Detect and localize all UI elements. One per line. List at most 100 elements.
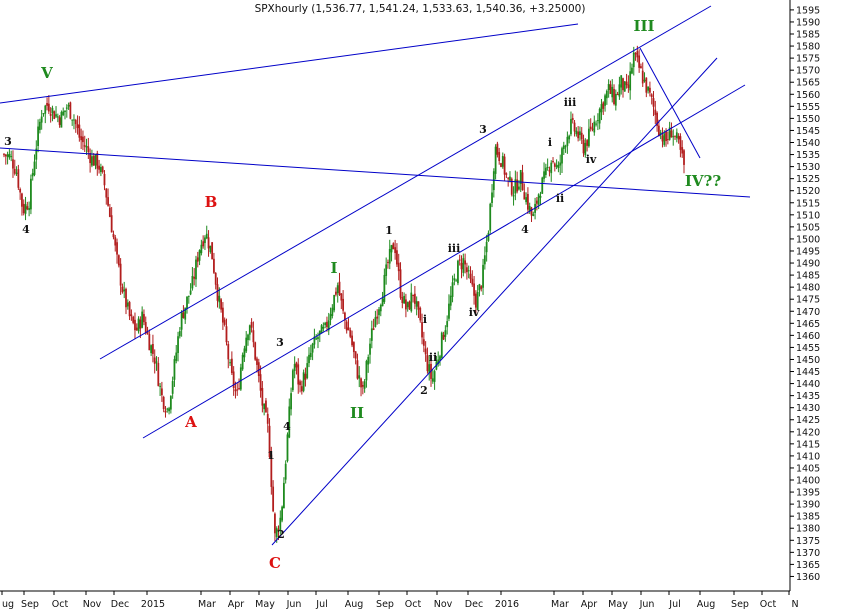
candle-body — [469, 273, 472, 280]
y-tick-label: 1450 — [796, 355, 820, 366]
candle-body — [26, 206, 29, 210]
trendline — [271, 57, 718, 546]
candle-body — [103, 173, 106, 186]
candle-body — [336, 285, 339, 294]
candle-body — [221, 307, 224, 323]
y-tick-label: 1415 — [796, 439, 820, 450]
y-tick-label: 1500 — [796, 234, 820, 245]
candle-body — [15, 172, 18, 174]
y-tick-label: 1375 — [796, 536, 820, 547]
candle-body — [166, 408, 169, 410]
candle-body — [638, 55, 641, 68]
candle-body — [144, 322, 147, 333]
y-tick-label: 1420 — [796, 427, 820, 438]
candle-body — [457, 260, 459, 284]
y-tick-label: 1585 — [796, 30, 820, 41]
candle-body — [78, 124, 81, 138]
candle-body — [94, 154, 97, 166]
candle-body — [503, 156, 506, 175]
candle-body — [598, 108, 601, 124]
candle-body — [3, 154, 5, 156]
candle-body — [623, 81, 626, 92]
candle-body — [35, 148, 38, 160]
candle-body — [24, 204, 27, 214]
x-tick-label: Sep — [376, 599, 394, 610]
candle-body — [449, 295, 452, 306]
candle-body — [444, 330, 447, 337]
candle-body — [535, 200, 538, 204]
y-tick-label: 1590 — [796, 17, 820, 28]
candle-body — [338, 281, 341, 295]
candle-body — [272, 486, 275, 512]
candle-body — [123, 289, 126, 292]
candle-body — [60, 112, 63, 128]
candle-body — [528, 206, 531, 212]
candle-body — [537, 194, 540, 205]
candle-body — [241, 354, 244, 370]
y-tick-label: 1515 — [796, 198, 820, 209]
x-tick-label: Dec — [465, 599, 483, 610]
candle-body — [266, 413, 269, 424]
candle-body — [361, 385, 364, 387]
wave-label-green: I — [330, 259, 337, 277]
candle-body — [87, 146, 90, 153]
candle-body — [500, 163, 502, 167]
candle-body — [372, 328, 375, 330]
candle-body — [230, 358, 233, 373]
candle-body — [284, 463, 287, 480]
candle-body — [46, 103, 48, 106]
candle-body — [232, 371, 235, 388]
candle-body — [593, 121, 596, 133]
candle-body — [304, 373, 307, 380]
wave-label-black: 3 — [4, 135, 12, 148]
candle-body — [460, 262, 463, 270]
candle-body — [442, 334, 445, 340]
candle-body — [112, 233, 115, 238]
candle-body — [91, 156, 93, 166]
y-tick-label: 1435 — [796, 391, 820, 402]
candle-body — [275, 528, 278, 537]
candle-body — [643, 79, 646, 82]
candle-body — [636, 51, 639, 58]
candle-body — [121, 286, 124, 293]
candle-body — [152, 344, 154, 354]
candle-body — [30, 178, 32, 210]
candle-body — [33, 161, 36, 175]
candle-body — [645, 77, 648, 93]
candle-body — [453, 278, 456, 281]
candle-body — [510, 178, 513, 195]
candle-body — [153, 357, 156, 364]
candle-body — [566, 136, 569, 147]
candle-body — [160, 388, 163, 396]
candle-body — [126, 302, 129, 307]
candle-body — [413, 293, 416, 304]
candle-body — [28, 208, 31, 210]
candle-body — [259, 374, 262, 391]
candle-body — [21, 193, 23, 207]
candle-body — [171, 381, 174, 394]
candle-body — [586, 140, 589, 146]
candle-body — [134, 319, 136, 331]
x-tick-label: Mar — [551, 599, 569, 610]
candle-body — [139, 319, 142, 329]
y-tick-label: 1595 — [796, 5, 820, 16]
candle-body — [236, 389, 239, 391]
candle-body — [523, 192, 526, 200]
candle-body — [394, 247, 397, 254]
candle-body — [254, 342, 257, 360]
x-tick-label: 2015 — [141, 599, 165, 610]
candle-body — [223, 319, 226, 325]
candle-body — [507, 177, 510, 179]
candle-body — [480, 286, 483, 289]
candle-body — [613, 89, 615, 105]
wave-label-black: iv — [469, 306, 480, 319]
candle-body — [509, 176, 511, 181]
candle-body — [618, 84, 621, 97]
candle-body — [408, 301, 411, 310]
y-tick-label: 1575 — [796, 54, 820, 65]
candle-body — [573, 122, 576, 132]
y-tick-label: 1460 — [796, 331, 820, 342]
candle-body — [12, 159, 14, 169]
candle-body — [250, 322, 253, 328]
